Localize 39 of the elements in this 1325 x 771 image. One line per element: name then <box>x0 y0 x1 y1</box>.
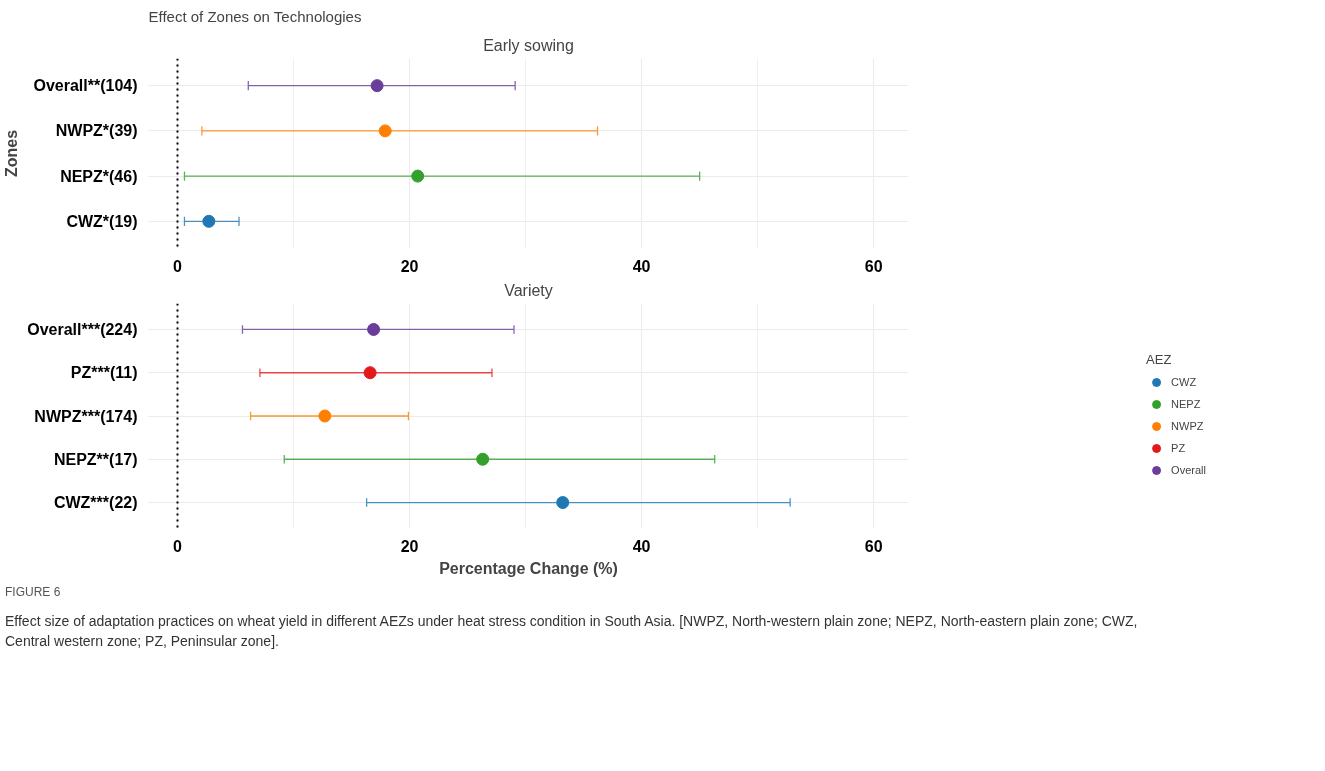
y-tick-label: NEPZ*(46) <box>60 167 138 185</box>
x-tick-label: 40 <box>632 537 651 555</box>
x-tick-label: 60 <box>864 257 883 275</box>
x-tick-label: 20 <box>400 537 419 555</box>
point <box>367 322 381 336</box>
point <box>411 169 425 183</box>
x-axis-title: Percentage Change (%) <box>439 559 618 577</box>
point <box>363 366 377 380</box>
y-tick-label: Overall**(104) <box>33 77 138 95</box>
point <box>476 452 490 466</box>
y-tick-label: NEPZ**(17) <box>53 450 138 468</box>
chart-subtitle: Early sowing <box>483 36 574 54</box>
legend-label: CWZ <box>1171 375 1197 388</box>
caption: FIGURE 6 <box>5 584 61 601</box>
x-tick-label: 20 <box>400 257 419 275</box>
legend-label: Overall <box>1171 463 1206 476</box>
y-tick-label: CWZ***(22) <box>53 494 138 512</box>
legend-label: NWPZ <box>1171 419 1204 432</box>
y-tick-label: NWPZ*(39) <box>55 122 138 140</box>
legend-label: PZ <box>1171 441 1187 454</box>
legend-label: NEPZ <box>1171 397 1201 410</box>
y-tick-label: PZ***(11) <box>70 364 138 382</box>
x-tick-label: 60 <box>864 537 883 555</box>
chart-title: Effect of Zones on Technologies <box>148 7 362 25</box>
point <box>318 409 332 423</box>
legend-title: AEZ <box>1146 351 1173 367</box>
y-tick-label: Overall***(224) <box>27 320 138 338</box>
y-tick-label: NWPZ***(174) <box>34 407 138 425</box>
x-tick-label: 0 <box>173 257 183 275</box>
point <box>202 214 216 228</box>
x-tick-label: 40 <box>632 257 651 275</box>
point <box>378 124 392 138</box>
y-axis-title: Zones <box>3 129 21 178</box>
y-tick-label: CWZ*(19) <box>66 212 138 230</box>
x-tick-label: 0 <box>173 537 183 555</box>
chart-subtitle: Variety <box>504 281 553 299</box>
point <box>370 79 384 93</box>
text: Effect size of adaptation practices on wheat yield in different AEZs under heat stress condition in South Asia. [NWPZ, North-western plain zone; NEPZ, North-eastern plain zone; CWZ, Central western zone; PZ, Peninsular zone]. <box>5 612 1139 652</box>
point <box>556 496 570 510</box>
